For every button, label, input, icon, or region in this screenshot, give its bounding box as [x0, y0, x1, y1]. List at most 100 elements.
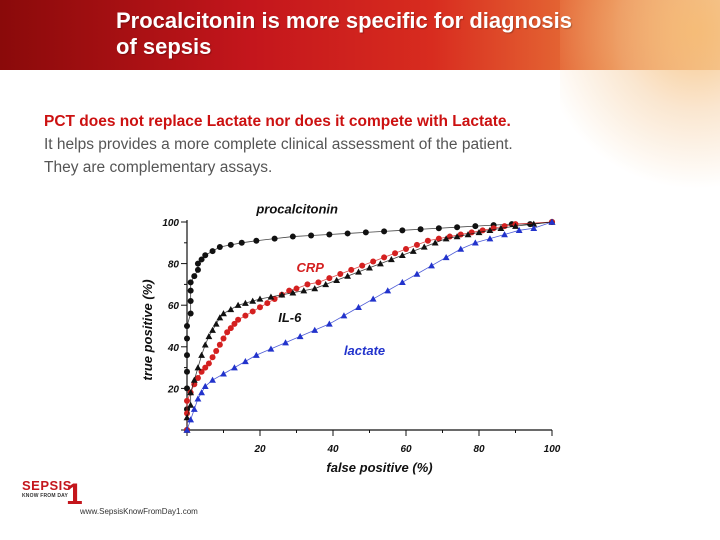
- data-point: [381, 254, 388, 261]
- data-point: [242, 299, 249, 306]
- data-point: [278, 291, 286, 298]
- data-point: [202, 252, 209, 259]
- roc-chart-panel: 20 40 60 80 100 20 40 60 80 100 false positive (%)…: [130, 198, 590, 480]
- data-point: [190, 376, 198, 383]
- data-point: [431, 239, 439, 246]
- data-point: [216, 243, 223, 250]
- data-point: [198, 256, 205, 263]
- data-point: [194, 364, 202, 371]
- data-point: [187, 279, 194, 286]
- data-point: [497, 224, 505, 231]
- chart-series: [183, 218, 556, 433]
- series-line: [186, 221, 553, 430]
- data-point: [340, 312, 348, 319]
- data-point: [205, 360, 212, 367]
- data-point: [369, 295, 377, 302]
- data-point: [501, 231, 508, 238]
- data-point: [515, 226, 523, 234]
- y-tick-label: 80: [168, 260, 180, 271]
- data-point: [344, 230, 351, 237]
- data-point: [296, 333, 304, 340]
- x-tick-label: 100: [544, 444, 561, 455]
- data-point: [413, 241, 420, 248]
- data-point: [472, 223, 479, 230]
- data-point: [249, 297, 257, 304]
- data-point: [315, 279, 322, 286]
- data-point: [548, 218, 556, 225]
- data-point: [409, 247, 417, 254]
- data-point: [293, 285, 300, 292]
- intro-line-3: They are complementary assays.: [44, 159, 273, 176]
- data-point: [184, 335, 190, 342]
- data-point: [220, 310, 227, 317]
- data-point: [381, 228, 388, 235]
- series-line: [186, 221, 553, 431]
- data-point: [213, 347, 220, 354]
- y-axis-title: true positive (%): [140, 279, 155, 380]
- series-crp: [184, 219, 555, 433]
- website-url: www.SepsisKnowFromDay1.com: [80, 507, 198, 516]
- data-point: [216, 341, 223, 348]
- data-point: [442, 235, 450, 242]
- data-point: [311, 285, 319, 292]
- data-point: [205, 333, 213, 340]
- data-point: [271, 235, 278, 242]
- data-point: [216, 314, 224, 321]
- x-tick-label: 80: [473, 444, 485, 455]
- data-point: [475, 229, 483, 236]
- data-point: [530, 220, 538, 227]
- data-point: [257, 304, 263, 311]
- series-il-6: [183, 218, 556, 433]
- data-point: [187, 298, 194, 305]
- x-tick-label: 40: [326, 444, 339, 455]
- data-point: [399, 227, 406, 234]
- data-point: [220, 370, 227, 377]
- data-point: [362, 229, 369, 236]
- data-point: [231, 320, 238, 327]
- data-point: [289, 289, 297, 296]
- series-line: [186, 221, 553, 430]
- chart-axes: 20 40 60 80 100 20 40 60 80 100 false positive (%)…: [140, 218, 561, 475]
- data-point: [435, 225, 442, 232]
- data-point: [344, 272, 351, 279]
- data-point: [227, 325, 234, 332]
- data-point: [370, 258, 377, 265]
- data-point: [184, 385, 190, 392]
- data-point: [304, 281, 311, 288]
- intro-line-2: It helps provides a more complete clinic…: [44, 136, 513, 153]
- data-point: [311, 326, 319, 333]
- sepsis-logo: SEPSIS KNOW FROM DAY 1: [22, 478, 83, 518]
- slide-title-line-2: of sepsis: [116, 34, 212, 59]
- data-point: [187, 401, 195, 408]
- data-point: [326, 275, 333, 282]
- y-tick-label: 60: [168, 301, 180, 312]
- data-point: [252, 351, 260, 358]
- data-point: [453, 233, 461, 240]
- roc-chart: 20 40 60 80 100 20 40 60 80 100 false positive (%)…: [140, 202, 561, 475]
- data-point: [184, 368, 190, 375]
- data-point: [198, 389, 205, 396]
- data-point: [224, 329, 231, 336]
- intro-lead: PCT does not replace Lactate nor does it…: [44, 113, 511, 130]
- data-point: [326, 231, 333, 238]
- data-point: [471, 239, 479, 246]
- data-point: [355, 303, 362, 310]
- data-point: [242, 357, 249, 365]
- data-point: [201, 382, 209, 390]
- data-point: [486, 226, 494, 234]
- data-point: [337, 271, 344, 277]
- logo-digit: 1: [66, 478, 83, 511]
- data-point: [194, 395, 202, 402]
- data-point: [282, 339, 289, 346]
- data-point: [187, 287, 194, 294]
- y-tick-label: 40: [167, 343, 180, 354]
- data-point: [413, 270, 421, 277]
- data-point: [227, 241, 234, 248]
- data-point: [377, 260, 384, 267]
- x-axis-title: false positive (%): [326, 460, 432, 475]
- data-point: [187, 310, 194, 317]
- data-point: [212, 320, 220, 327]
- data-point: [398, 251, 406, 258]
- data-point: [308, 232, 315, 239]
- data-point: [190, 405, 198, 412]
